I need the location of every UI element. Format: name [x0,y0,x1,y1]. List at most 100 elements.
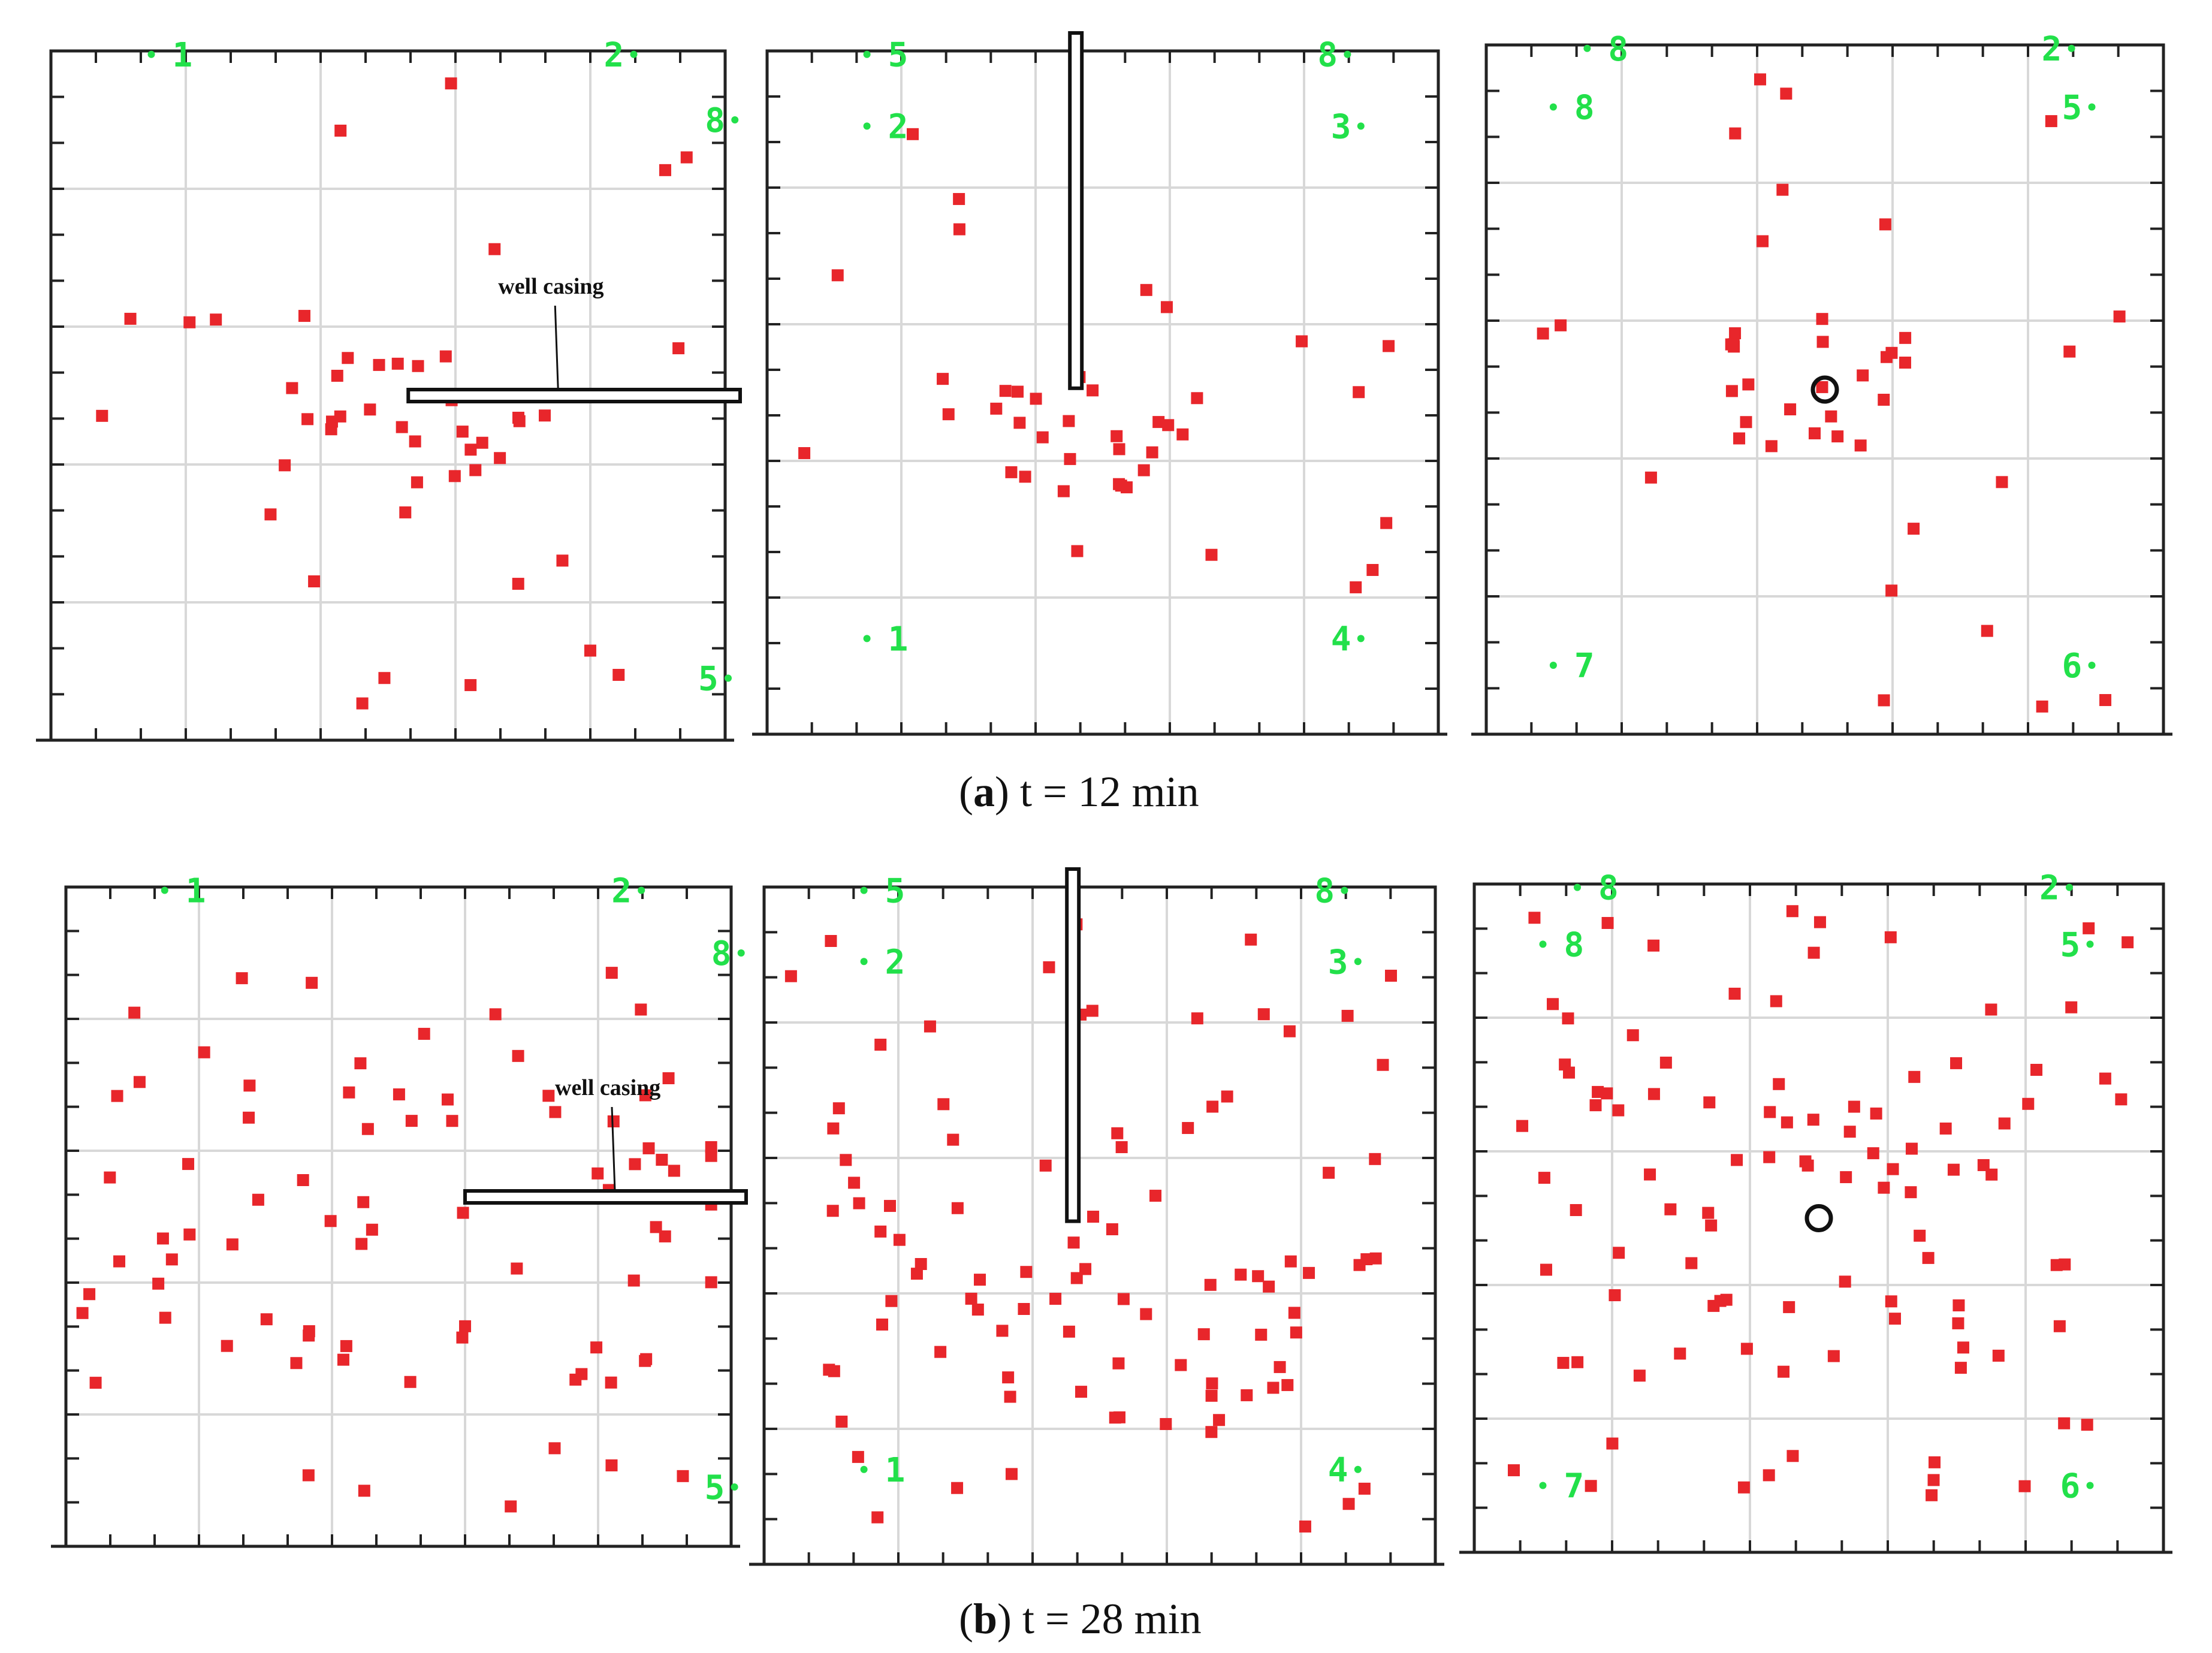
seismic-event-marker [2036,700,2048,713]
seismic-event-marker [1952,1317,1964,1329]
seismic-event-marker [1601,1087,1613,1100]
geophone-label: 6 [2062,647,2083,686]
seismic-event-marker [1773,1078,1785,1090]
seismic-event-marker [1848,1100,1860,1113]
seismic-event-marker [111,1090,123,1102]
seismic-event-marker [1609,1289,1621,1302]
seismic-event-marker [1840,1171,1852,1184]
panel-b1: well casing 1 2 8 5 [51,872,748,1548]
seismic-event-marker [2081,1419,2093,1431]
seismic-event-marker [1589,1099,1602,1112]
seismic-event-marker [1283,1025,1296,1037]
seismic-event-marker [556,554,569,567]
geophone-dot [2066,883,2073,891]
geophone-label: 2 [888,107,909,146]
seismic-event-marker [798,447,811,460]
seismic-event-marker [1807,1114,1819,1126]
seismic-event-marker [1063,1325,1075,1338]
seismic-event-marker [1702,1206,1715,1219]
seismic-event-marker [1899,357,1911,369]
seismic-event-marker [1013,417,1026,429]
seismic-event-marker [2099,694,2112,707]
seismic-event-marker [1765,440,1778,453]
seismic-event-marker [659,1230,671,1242]
seismic-event-marker [210,313,222,326]
seismic-event-marker [1612,1104,1625,1117]
seismic-event-marker [1152,416,1165,429]
seismic-event-marker [1380,517,1393,529]
seismic-event-marker [1540,1263,1552,1276]
seismic-event-marker [705,1276,717,1289]
seismic-event-marker [469,464,482,476]
seismic-event-marker [2050,1259,2063,1271]
seismic-event-marker [1005,466,1018,478]
seismic-event-marker [356,697,369,710]
well-casing [1804,1204,1833,1232]
seismic-event-marker [680,151,693,164]
seismic-event-marker [1613,1247,1625,1259]
seismic-event-marker [1854,439,1867,452]
seismic-event-marker [1005,1468,1018,1480]
seismic-event-marker [308,575,321,587]
seismic-event-marker [672,342,685,355]
seismic-event-marker [2053,1320,2066,1332]
seismic-event-marker [832,1102,845,1115]
seismic-event-marker [1206,1100,1219,1113]
seismic-event-marker [885,1295,898,1307]
seismic-event-marker [1039,1159,1052,1172]
seismic-event-marker [302,1469,315,1482]
seismic-event-marker [1922,1251,1935,1264]
seismic-event-marker [1939,1122,1952,1135]
seismic-event-marker [1831,430,1844,443]
geophone-dot [860,958,868,966]
seismic-event-marker [1075,1386,1088,1398]
geophone-label: 8 [1598,869,1619,908]
seismic-event-marker [198,1046,210,1058]
seismic-event-marker [83,1288,96,1301]
seismic-event-marker [1740,1343,1753,1355]
panel-a2: 5 8 2 3 1 4 [752,31,1447,736]
panel-a1: well casing 1 2 8 5 [36,36,742,742]
seismic-event-marker [1087,384,1099,397]
geophone-label: 3 [1331,107,1351,146]
geophone-dot [1583,44,1591,52]
caption-b-letter: b [973,1595,998,1643]
seismic-event-marker [1780,88,1792,100]
seismic-event-marker [456,1331,469,1344]
seismic-event-marker [999,385,1012,397]
geophone-label: 2 [885,943,906,982]
seismic-event-marker [639,1089,651,1102]
seismic-event-marker [874,1039,887,1051]
seismic-event-marker [1647,939,1660,952]
seismic-event-marker [1714,1295,1727,1307]
seismic-event-marker [1763,1469,1775,1482]
seismic-event-marker [827,1122,840,1135]
geophone-dot [731,116,739,123]
seismic-event-marker [1109,1411,1121,1424]
geophone-label: 1 [888,620,909,659]
seismic-event-marker [243,1111,255,1124]
seismic-event-marker [391,357,404,370]
seismic-event-marker [1783,1301,1795,1313]
seismic-event-marker [1878,393,1890,406]
seismic-event-marker [2099,1072,2111,1085]
seismic-event-marker [464,679,477,692]
seismic-event-marker [1731,1154,1743,1166]
seismic-event-marker [1908,1070,1921,1083]
seismic-event-marker [1235,1268,1247,1281]
seismic-event-marker [358,1485,370,1497]
well-casing [1810,375,1839,404]
geophone-label: 4 [1328,1451,1348,1490]
seismic-event-marker [404,1376,417,1388]
seismic-event-marker [548,1442,561,1455]
seismic-event-marker [159,1311,171,1324]
seismic-event-marker [831,269,844,282]
seismic-event-marker [448,470,461,482]
geophone-dot [1549,662,1557,669]
seismic-event-marker [1585,1480,1597,1492]
geophone-label: 8 [1574,89,1595,128]
seismic-event-marker [1547,998,1559,1010]
seismic-event-marker [489,1008,502,1021]
seismic-event-marker [1063,415,1075,427]
seismic-event-marker [1019,470,1031,483]
